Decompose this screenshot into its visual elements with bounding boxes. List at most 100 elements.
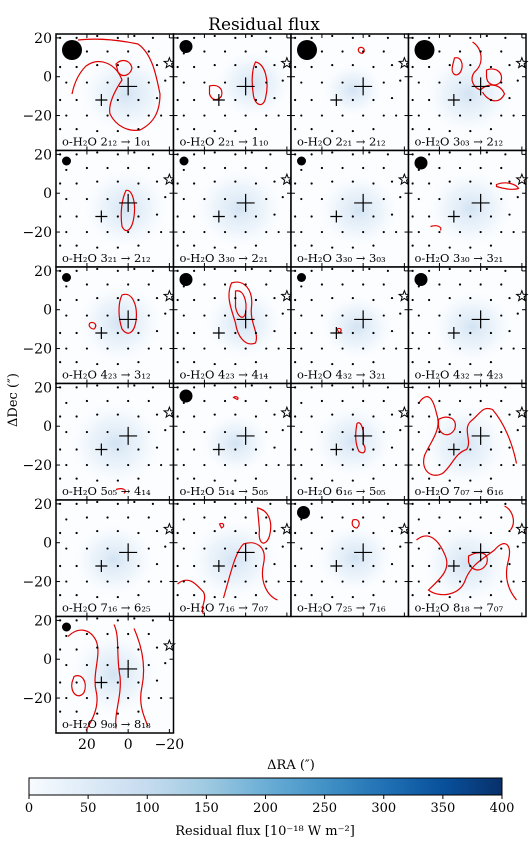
spaxel-dot (151, 153, 154, 156)
spaxel-dot (203, 81, 206, 84)
spaxel-dot (273, 63, 276, 67)
spaxel-dot (469, 386, 472, 389)
spaxel-dot (96, 646, 99, 649)
spaxel-dot (438, 314, 441, 317)
spaxel-dot (85, 347, 89, 350)
spaxel-dot (176, 36, 179, 39)
spaxel-dot (372, 298, 375, 302)
spaxel-dot (244, 50, 247, 53)
spaxel-dot (438, 547, 441, 550)
contour-group (430, 182, 520, 231)
spaxel-dot (516, 312, 519, 315)
spaxel-dot (320, 430, 324, 434)
contour-line (251, 61, 268, 106)
spaxel-dot (59, 128, 62, 131)
spaxel-dot (372, 361, 375, 364)
residual-flux-map (201, 413, 270, 474)
contour-line (222, 542, 278, 601)
spaxel-dot (203, 114, 206, 117)
spaxel-dot (320, 50, 324, 53)
spaxel-dot (516, 429, 519, 432)
spaxel-dot (116, 386, 119, 389)
spaxel-dot (382, 516, 385, 519)
spaxel-dot (155, 646, 159, 649)
spaxel-dot (500, 283, 503, 286)
spaxel-dot (65, 463, 68, 467)
spaxel-dot (85, 463, 89, 467)
spaxel-dot (147, 314, 150, 317)
contour-group (351, 519, 360, 529)
spaxel-dot (428, 269, 431, 272)
spaxel-dot (368, 34, 371, 38)
spaxel-dot (351, 246, 354, 249)
spaxel-dot (372, 594, 375, 597)
spaxel-dot (203, 197, 206, 201)
spaxel-dot (176, 531, 179, 535)
spaxel-dot (223, 166, 227, 170)
spaxel-dot (59, 65, 62, 69)
source-cross-marker (330, 443, 343, 456)
panel-label: o-H₂O 7₁₆ → 6₂₅ (62, 601, 151, 615)
spaxel-dot (85, 50, 89, 53)
spaxel-dot (362, 166, 365, 170)
spaxel-dot (254, 298, 258, 302)
spaxel-dot (273, 213, 276, 216)
spaxel-dot (155, 413, 159, 416)
spaxel-dot (213, 246, 216, 249)
spaxel-dot (182, 314, 185, 317)
spaxel-dot (411, 269, 414, 272)
beam-size-circle (179, 40, 193, 53)
spaxel-dot (147, 632, 150, 636)
spaxel-dot (294, 477, 297, 480)
spaxel-dot (351, 479, 354, 482)
x-axis-label: ΔRA (″) (267, 758, 315, 773)
spaxel-dot (310, 386, 313, 389)
spaxel-dot (448, 413, 451, 416)
spaxel-dot (244, 463, 247, 467)
spaxel-dot (417, 547, 420, 550)
spaxel-dot (65, 401, 68, 405)
spaxel-dot (65, 114, 68, 117)
spaxel-dot (411, 298, 414, 302)
spaxel-dot (213, 34, 216, 38)
spaxel-dot (193, 415, 196, 418)
y-tick-label: 20 (34, 613, 52, 629)
spaxel-dot (417, 401, 420, 405)
panel-16: o-H₂O 7₀₇ → 6₁₆ (407, 382, 529, 501)
spaxel-dot (300, 518, 303, 521)
spaxel-dot (176, 361, 179, 364)
spaxel-dot (137, 331, 140, 335)
colorbar-gradient (28, 777, 503, 796)
source-cross-marker (354, 310, 373, 329)
spaxel-dot (428, 65, 431, 69)
spaxel-dot (213, 479, 216, 482)
spaxel-dot (193, 215, 196, 218)
spaxel-dot (137, 648, 140, 651)
spaxel-dot (59, 448, 62, 451)
spaxel-dot (176, 65, 179, 69)
spaxel-dot (362, 580, 365, 583)
spaxel-dot (116, 36, 119, 39)
source-cross-marker (236, 77, 255, 96)
contour-line (357, 46, 365, 54)
spaxel-dot (485, 34, 488, 38)
spaxel-dot (106, 197, 109, 201)
spaxel-dot (164, 312, 167, 315)
spaxel-dot (438, 50, 441, 53)
spaxel-dot (300, 168, 303, 172)
spaxel-dot (331, 595, 334, 599)
residual-flux-map (428, 170, 513, 247)
panel-17: o-H₂O 7₁₆ → 6₂₅ 20 0 −20 (22, 497, 176, 618)
panel-label: o-H₂O 7₂₅ → 7₁₆ (297, 601, 386, 615)
spaxel-dot (341, 463, 344, 467)
spaxel-dot (351, 36, 354, 39)
spaxel-dot (331, 63, 334, 67)
spaxel-dot (294, 331, 297, 335)
spaxel-dot (65, 285, 68, 288)
spaxel-dot (386, 36, 389, 39)
spaxel-dot (59, 564, 62, 568)
spaxel-dot (469, 564, 472, 568)
spaxel-dot (176, 331, 179, 335)
spaxel-dot (250, 384, 253, 387)
contour-line (218, 522, 225, 529)
